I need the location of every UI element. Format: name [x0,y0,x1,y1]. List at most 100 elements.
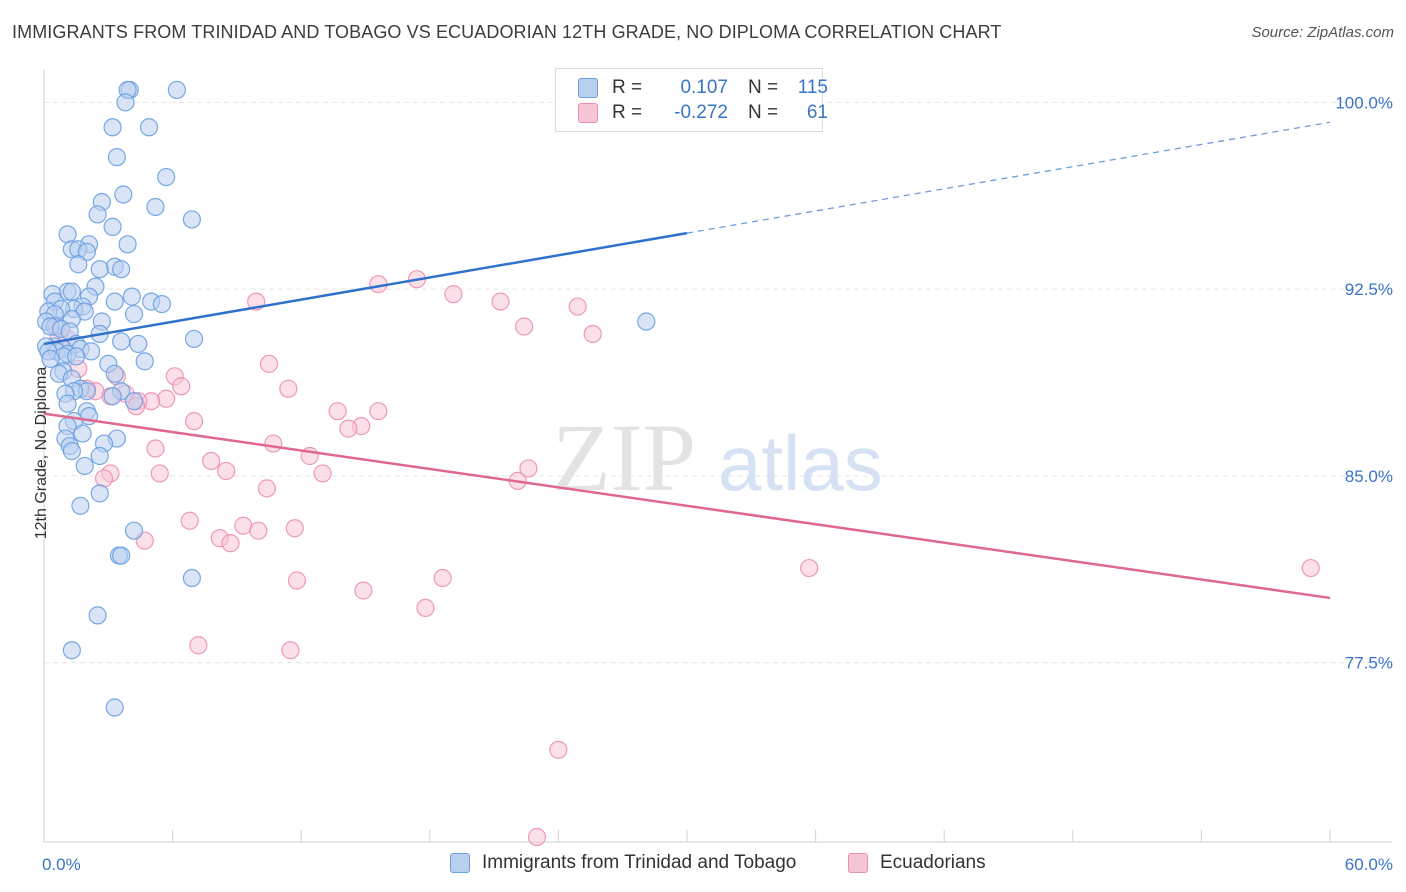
legend-swatch-blue [450,853,470,873]
legend-r-label: R = [612,102,643,123]
data-point [122,287,141,306]
legend-item-ecuadorians[interactable]: Ecuadorians [848,852,986,874]
legend-label: Ecuadorians [880,852,986,873]
tick-labels: 77.5% 85.0% 92.5% 100.0% 0.0% 60.0% [42,93,1393,874]
data-point [257,479,277,498]
legend-item-trinidad-tobago[interactable]: Immigrants from Trinidad and Tobago [450,852,796,874]
data-point [135,352,154,371]
series-trinidad-tobago [37,80,656,717]
y-tick-label: 85.0% [1345,467,1393,486]
data-point [77,242,96,261]
y-tick-label: 92.5% [1345,280,1393,299]
data-point [146,439,165,458]
data-point [549,740,568,759]
data-point [150,464,169,483]
data-point [328,402,347,421]
legend-row-blue: R = 0.107 N = 115 [578,76,828,100]
data-point [202,451,221,471]
data-point [354,581,373,600]
data-point [157,389,176,408]
data-point [94,469,114,488]
y-axis-label: 12th Grade, No Diploma [33,366,50,540]
data-point [180,511,199,530]
x-tick-label: 0.0% [42,855,81,874]
legend-swatch-pink [578,103,598,123]
watermark: ZIP atlas [552,404,883,511]
data-point [339,419,358,438]
data-point [234,516,253,535]
data-point [249,521,268,540]
x-tick-label: 60.0% [1345,855,1393,874]
data-point [124,392,144,411]
axes [43,70,1392,843]
data-point [217,461,236,481]
data-point [75,456,94,476]
data-point [90,446,109,466]
data-point [103,217,122,236]
data-point [416,598,435,618]
legend-r-label: R = [612,77,643,98]
series-legend: Immigrants from Trinidad and Tobago Ecua… [0,852,1406,878]
data-point [73,424,92,443]
data-point [146,197,165,217]
watermark-zip: ZIP [552,404,696,511]
legend-swatch-pink [848,853,868,873]
data-point [67,347,86,366]
data-point [107,148,126,167]
data-point [189,636,208,655]
data-point [105,364,124,383]
y-tick-label: 100.0% [1335,93,1393,112]
data-point [118,235,137,254]
data-point [167,80,186,100]
series-ecuadorians [47,270,1320,847]
data-point [519,459,538,478]
data-point [116,93,135,112]
data-point [172,377,191,396]
data-point [287,571,307,590]
data-point [112,546,131,565]
data-point [515,317,534,336]
data-point [184,329,204,349]
data-point [88,606,107,625]
legend-n-value: 115 [797,77,828,98]
data-point [800,558,819,578]
data-point [637,312,656,331]
data-point [583,324,602,344]
data-point [58,394,77,413]
data-point [41,349,60,368]
legend-r-value: -0.272 [674,102,728,123]
data-point [285,519,304,538]
data-point [184,412,204,431]
source-label: Source: ZipAtlas.com [1251,24,1394,41]
y-tick-label: 77.5% [1345,654,1393,673]
data-point [82,342,101,361]
data-point [491,292,510,311]
data-point [69,255,88,274]
data-point [112,332,131,351]
data-point [221,534,240,553]
data-point [71,496,90,515]
stats-legend: R = 0.107 N = 115 R = -0.272 N = 61 [555,68,828,132]
data-point [103,387,122,406]
data-point [114,185,133,204]
watermark-atlas: atlas [718,419,883,507]
data-point [264,434,283,453]
data-point [124,304,144,324]
legend-n-label: N = [748,77,779,98]
data-point [88,205,107,224]
data-point [157,167,176,187]
data-point [62,641,81,660]
data-point [62,441,81,461]
data-point [433,568,452,588]
legend-swatch-blue [578,78,598,98]
data-point [281,641,300,660]
data-point [105,292,124,311]
legend-label: Immigrants from Trinidad and Tobago [482,852,797,873]
trend-line-blue-extension [686,121,1331,234]
data-point [90,484,109,503]
data-point [62,282,81,301]
data-point [1301,558,1320,578]
data-point [182,568,201,588]
data-point [103,118,122,137]
